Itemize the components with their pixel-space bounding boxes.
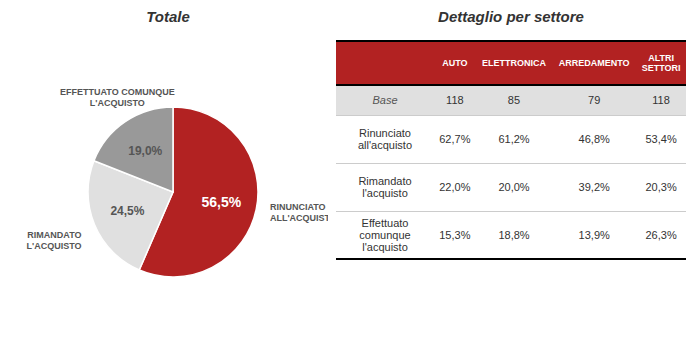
html-text:39,2%: 39,2% [578,181,610,193]
html-text:ARREDAMENTO: ARREDAMENTO [558,58,630,68]
svg-text:19,0%: 19,0% [128,144,162,158]
html-text:Totale: Totale [146,8,190,25]
html-text:20,3%: 20,3% [645,181,677,193]
html-text:18,8%: 18,8% [498,228,530,241]
html-text:61,2%: 61,2% [498,133,530,145]
html-text:ELETTRONICA: ELETTRONICA [482,58,546,68]
svg-text:RIMANDATOL'ACQUISTO: RIMANDATOL'ACQUISTO [27,230,82,251]
html-text:AUTO: AUTO [442,58,468,68]
svg-text:EFFETTUATO COMUNQUEL'ACQUISTO: EFFETTUATO COMUNQUEL'ACQUISTO [60,87,175,108]
svg-text:56,5%: 56,5% [201,194,241,210]
html-text:79: 79 [588,94,601,107]
html-text:53,4%: 53,4% [645,133,677,145]
html-text:Rinunciato: Rinunciato [359,127,411,139]
svg-text:RINUNCIATOALL'ACQUISTO: RINUNCIATOALL'ACQUISTO [270,202,328,223]
html-text:118: 118 [652,94,670,107]
html-text:SETTORI: SETTORI [641,63,681,73]
html-text:l'acquisto: l'acquisto [362,240,408,253]
html-text:13,9%: 13,9% [578,228,610,241]
html-text:15,3%: 15,3% [439,228,471,241]
html-text:85: 85 [507,94,521,107]
html-text:62,7%: 62,7% [439,133,471,145]
html-text:all'acquisto: all'acquisto [358,139,412,151]
html-text:Effettuato: Effettuato [361,216,409,229]
html-text:46,8%: 46,8% [578,133,610,145]
html-text:l'acquisto: l'acquisto [362,187,408,199]
html-text:26,3%: 26,3% [645,228,677,241]
svg-text:24,5%: 24,5% [110,204,144,218]
html-text:Base: Base [372,94,398,107]
html-text:Rimandato: Rimandato [358,175,412,187]
html-text:20,0%: 20,0% [498,181,530,193]
html-text:22,0%: 22,0% [439,181,471,193]
html-text:comunque: comunque [359,228,411,241]
html-text:Dettaglio per settore: Dettaglio per settore [438,8,584,25]
html-text:ALTRI: ALTRI [648,53,674,63]
html-text:118: 118 [446,94,464,107]
